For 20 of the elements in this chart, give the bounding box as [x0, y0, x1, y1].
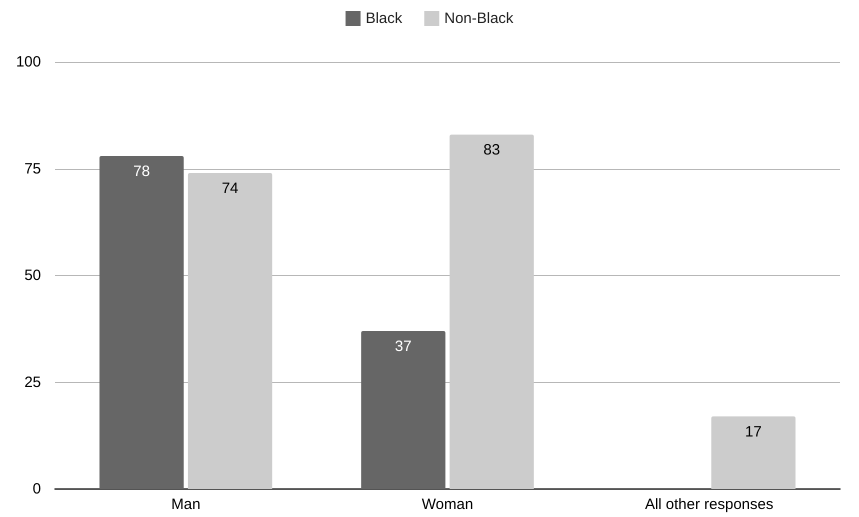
y-tick-label: 50: [24, 267, 41, 284]
data-label: 74: [222, 180, 238, 198]
bar: [361, 331, 446, 489]
legend-label: Black: [366, 10, 403, 27]
bar: [450, 134, 534, 489]
data-label: 37: [394, 338, 412, 356]
x-tick-label: All other responses: [644, 496, 774, 513]
bar: [99, 156, 184, 489]
y-tick-label: 100: [16, 54, 41, 70]
bar: [711, 416, 796, 489]
y-tick-label: 75: [24, 160, 41, 178]
x-tick-label: Man: [171, 496, 200, 513]
y-tick-label: 0: [32, 480, 41, 498]
legend-label: Non-Black: [444, 10, 514, 27]
data-label: 17: [745, 423, 762, 440]
bar: [188, 173, 272, 489]
y-tick-label: 25: [24, 374, 41, 391]
data-label: 83: [483, 142, 500, 159]
x-tick-label: Woman: [422, 496, 474, 513]
data-label: 78: [133, 162, 150, 180]
